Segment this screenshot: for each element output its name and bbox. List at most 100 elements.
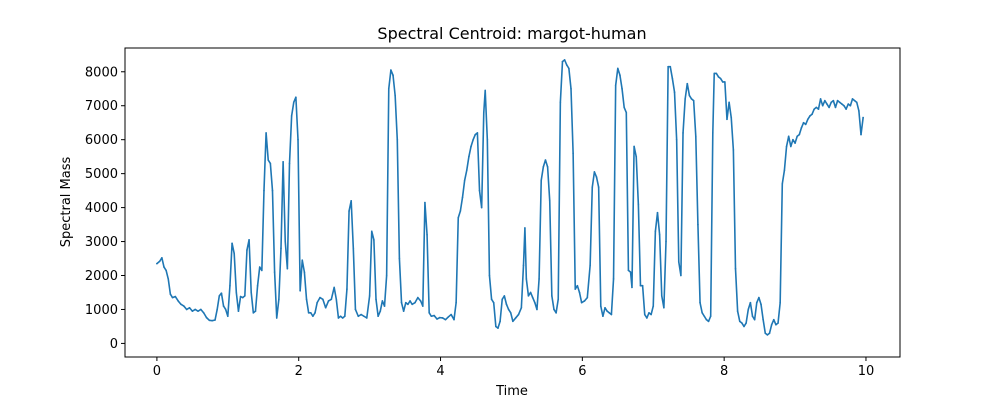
data-point bbox=[612, 278, 615, 280]
data-point bbox=[675, 138, 678, 141]
data-point bbox=[375, 298, 377, 301]
data-point bbox=[787, 135, 790, 138]
data-point bbox=[235, 291, 238, 294]
data-point bbox=[509, 312, 512, 314]
data-point bbox=[327, 300, 330, 302]
data-point bbox=[617, 67, 619, 70]
data-point bbox=[574, 288, 577, 290]
data-point bbox=[194, 308, 196, 311]
data-point bbox=[419, 300, 422, 302]
data-point bbox=[709, 315, 712, 318]
data-point bbox=[301, 259, 304, 262]
data-point bbox=[363, 315, 365, 318]
data-point bbox=[536, 308, 538, 311]
data-point bbox=[565, 64, 568, 66]
data-point bbox=[608, 312, 611, 314]
data-point bbox=[648, 312, 650, 314]
data-point bbox=[218, 295, 221, 297]
data-point bbox=[583, 300, 586, 302]
data-point bbox=[682, 132, 684, 134]
y-tick-label: 3000 bbox=[85, 235, 118, 250]
data-point bbox=[627, 269, 630, 272]
data-point bbox=[604, 306, 606, 309]
data-point bbox=[269, 162, 272, 165]
data-point bbox=[701, 312, 703, 314]
data-point bbox=[365, 317, 368, 319]
data-point bbox=[707, 320, 710, 323]
data-point bbox=[383, 305, 386, 307]
data-point bbox=[239, 295, 242, 298]
data-point bbox=[252, 312, 255, 314]
data-point bbox=[717, 76, 720, 78]
data-point bbox=[832, 99, 835, 102]
data-point bbox=[492, 301, 495, 304]
data-point bbox=[441, 317, 444, 319]
data-point bbox=[712, 132, 714, 134]
data-point bbox=[305, 298, 308, 301]
data-point bbox=[813, 108, 815, 110]
data-point bbox=[830, 101, 833, 104]
data-point bbox=[673, 91, 676, 93]
data-point bbox=[728, 101, 730, 104]
data-point bbox=[197, 310, 199, 312]
data-point bbox=[208, 319, 211, 322]
data-point bbox=[214, 319, 216, 321]
data-point bbox=[394, 94, 396, 97]
data-point bbox=[724, 81, 726, 83]
data-point bbox=[639, 284, 642, 287]
data-point bbox=[768, 332, 771, 335]
data-point bbox=[174, 295, 177, 298]
x-axis-label: Time bbox=[495, 384, 528, 399]
data-point bbox=[595, 176, 598, 178]
data-point bbox=[387, 87, 390, 90]
data-point bbox=[273, 271, 276, 273]
data-point bbox=[297, 138, 299, 141]
data-point bbox=[841, 103, 843, 105]
data-point bbox=[520, 306, 523, 309]
data-point bbox=[692, 99, 695, 102]
data-point bbox=[400, 301, 403, 304]
data-point bbox=[623, 106, 625, 109]
data-point bbox=[699, 301, 701, 304]
data-point bbox=[512, 320, 514, 323]
data-point bbox=[505, 303, 508, 306]
data-point bbox=[482, 111, 485, 114]
data-point bbox=[476, 132, 479, 134]
data-point bbox=[396, 138, 399, 141]
data-point bbox=[220, 292, 223, 294]
data-point bbox=[224, 308, 227, 311]
data-point bbox=[527, 295, 530, 297]
data-point bbox=[392, 74, 394, 76]
data-point bbox=[411, 303, 413, 306]
data-point bbox=[177, 300, 179, 302]
data-point bbox=[751, 315, 754, 318]
data-point bbox=[671, 77, 674, 80]
data-point bbox=[312, 315, 314, 318]
data-point bbox=[474, 133, 477, 136]
x-tick-label: 10 bbox=[858, 364, 875, 379]
data-point bbox=[760, 303, 762, 306]
x-tick-label: 4 bbox=[436, 364, 444, 379]
data-point bbox=[855, 101, 858, 104]
data-point bbox=[764, 332, 767, 335]
data-point bbox=[292, 101, 295, 104]
data-point bbox=[337, 317, 340, 319]
data-point bbox=[447, 316, 450, 318]
data-point bbox=[635, 155, 638, 158]
data-point bbox=[282, 160, 284, 163]
data-point bbox=[200, 308, 202, 311]
data-point bbox=[665, 240, 667, 243]
data-point bbox=[370, 230, 373, 233]
data-point bbox=[809, 115, 811, 117]
data-point bbox=[860, 133, 862, 136]
data-point bbox=[658, 233, 661, 236]
data-point bbox=[486, 138, 489, 141]
data-point bbox=[548, 200, 551, 202]
data-point bbox=[802, 121, 805, 124]
data-point bbox=[465, 169, 468, 172]
data-point bbox=[286, 267, 289, 270]
data-point bbox=[591, 186, 594, 189]
data-point bbox=[546, 166, 549, 168]
data-point bbox=[256, 284, 259, 287]
data-point bbox=[736, 310, 739, 312]
